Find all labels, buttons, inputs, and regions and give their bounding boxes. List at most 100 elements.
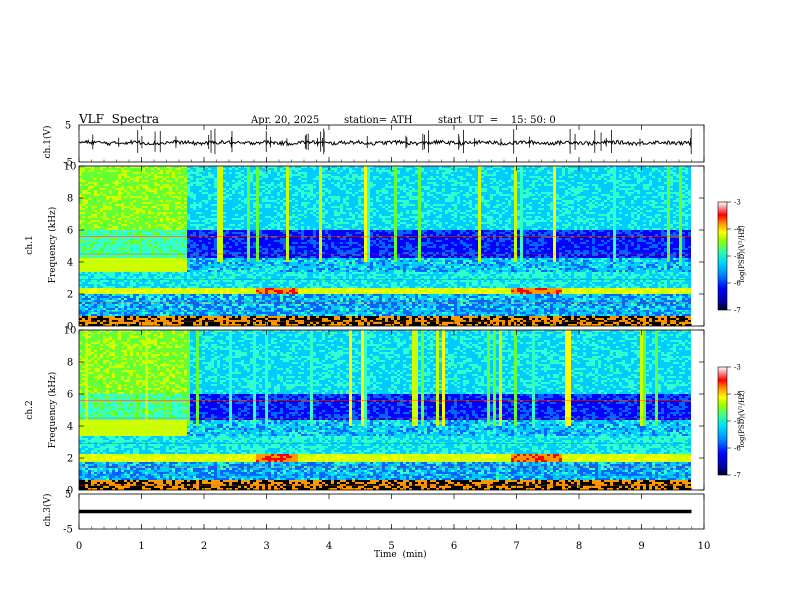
spectrogram-cell: [121, 280, 124, 282]
spectrogram-cell: [232, 232, 235, 234]
spectrogram-cell: [127, 312, 130, 314]
spectrogram-cell: [226, 184, 229, 186]
spectrogram-cell: [265, 184, 268, 186]
spectrogram-cell: [217, 222, 220, 224]
spectrogram-cell: [85, 284, 88, 286]
spectrogram-cell: [133, 246, 136, 248]
spectrogram-cell: [127, 230, 130, 232]
spectrogram-cell: [226, 260, 229, 262]
spectrogram-cell: [190, 220, 193, 222]
spectrogram-cell: [193, 316, 196, 318]
spectrogram-cell: [226, 192, 229, 194]
spectrogram-cell: [241, 200, 244, 202]
spectrogram-cell: [214, 242, 217, 244]
spectrogram-cell: [256, 190, 259, 192]
spectrogram-cell: [118, 194, 121, 196]
spectrogram-cell: [193, 230, 196, 232]
spectrogram-cell: [151, 170, 154, 172]
spectrogram-cell: [241, 268, 244, 270]
spectrogram-cell: [253, 294, 256, 296]
spectrogram-cell: [103, 202, 106, 204]
spectrogram-cell: [130, 238, 133, 240]
spectrogram-cell: [247, 168, 250, 170]
spectrogram-cell: [106, 256, 109, 258]
spectrogram-cell: [208, 296, 211, 298]
spectrogram-cell: [142, 234, 145, 236]
spectrogram-cell: [241, 184, 244, 186]
spectrogram-cell: [175, 188, 178, 190]
spectrogram-cell: [88, 240, 91, 242]
spectrogram-cell: [208, 288, 211, 290]
spectrogram-cell: [91, 298, 94, 300]
spectrogram-cell: [142, 180, 145, 182]
spectrogram-cell: [160, 266, 163, 268]
spectrogram-cell: [247, 180, 250, 182]
spectrogram-cell: [97, 304, 100, 306]
spectrogram-cell: [154, 200, 157, 202]
spectrogram-cell: [160, 264, 163, 266]
spectrogram-cell: [217, 316, 220, 318]
spectrogram-cell: [124, 190, 127, 192]
spectrogram-cell: [130, 276, 133, 278]
spectrogram-cell: [202, 294, 205, 296]
spectrogram-cell: [232, 186, 235, 188]
spectrogram-cell: [100, 238, 103, 240]
spectrogram-cell: [145, 262, 148, 264]
spectrogram-cell: [184, 218, 187, 220]
spectrogram-cell: [259, 190, 262, 192]
spectrogram-cell: [169, 192, 172, 194]
spectrogram-cell: [211, 180, 214, 182]
spectrogram-cell: [190, 234, 193, 236]
spectrogram-cell: [178, 208, 181, 210]
spectrogram-cell: [193, 208, 196, 210]
spectrogram-cell: [79, 314, 82, 316]
spectrogram-cell: [193, 298, 196, 300]
spectrogram-cell: [199, 198, 202, 200]
spectrogram-cell: [154, 298, 157, 300]
spectrogram-cell: [97, 220, 100, 222]
spectrogram-cell: [214, 282, 217, 284]
spectrogram-cell: [118, 268, 121, 270]
spectrogram-cell: [217, 172, 220, 174]
spectrogram-cell: [229, 242, 232, 244]
spectrogram-cell: [244, 174, 247, 176]
spectrogram-cell: [112, 180, 115, 182]
spectrogram-cell: [88, 178, 91, 180]
spectrogram-cell: [109, 168, 112, 170]
spectrogram-cell: [208, 306, 211, 308]
spectrogram-cell: [109, 206, 112, 208]
spectrogram-cell: [226, 226, 229, 228]
spectrogram-cell: [259, 272, 262, 274]
spectrogram-cell: [127, 178, 130, 180]
spectrogram-cell: [202, 314, 205, 316]
spectrogram-cell: [241, 186, 244, 188]
spectrogram-cell: [133, 222, 136, 224]
spectrogram-cell: [109, 260, 112, 262]
spectrogram-cell: [172, 222, 175, 224]
spectrogram-cell: [94, 174, 97, 176]
spectrogram-cell: [235, 194, 238, 196]
spectrogram-cell: [160, 274, 163, 276]
spectrogram-cell: [139, 222, 142, 224]
spectrogram-cell: [223, 182, 226, 184]
spectrogram-cell: [220, 274, 223, 276]
spectrogram-cell: [226, 274, 229, 276]
spectrogram-cell: [136, 298, 139, 300]
spectrogram-cell: [262, 168, 265, 170]
spectrogram-cell: [178, 296, 181, 298]
spectrogram-cell: [112, 282, 115, 284]
spectrogram-cell: [151, 314, 154, 316]
spectrogram-cell: [148, 180, 151, 182]
spectrogram-cell: [142, 208, 145, 210]
spectrogram-cell: [130, 184, 133, 186]
spectrogram-cell: [262, 214, 265, 216]
spectrogram-cell: [169, 204, 172, 206]
spectrogram-cell: [169, 186, 172, 188]
spectrogram-cell: [193, 232, 196, 234]
spectrogram-cell: [190, 212, 193, 214]
spectrogram-cell: [130, 202, 133, 204]
spectrogram-cell: [127, 182, 130, 184]
spectrogram-cell: [232, 308, 235, 310]
spectrogram-cell: [97, 214, 100, 216]
spectrogram-cell: [262, 230, 265, 232]
